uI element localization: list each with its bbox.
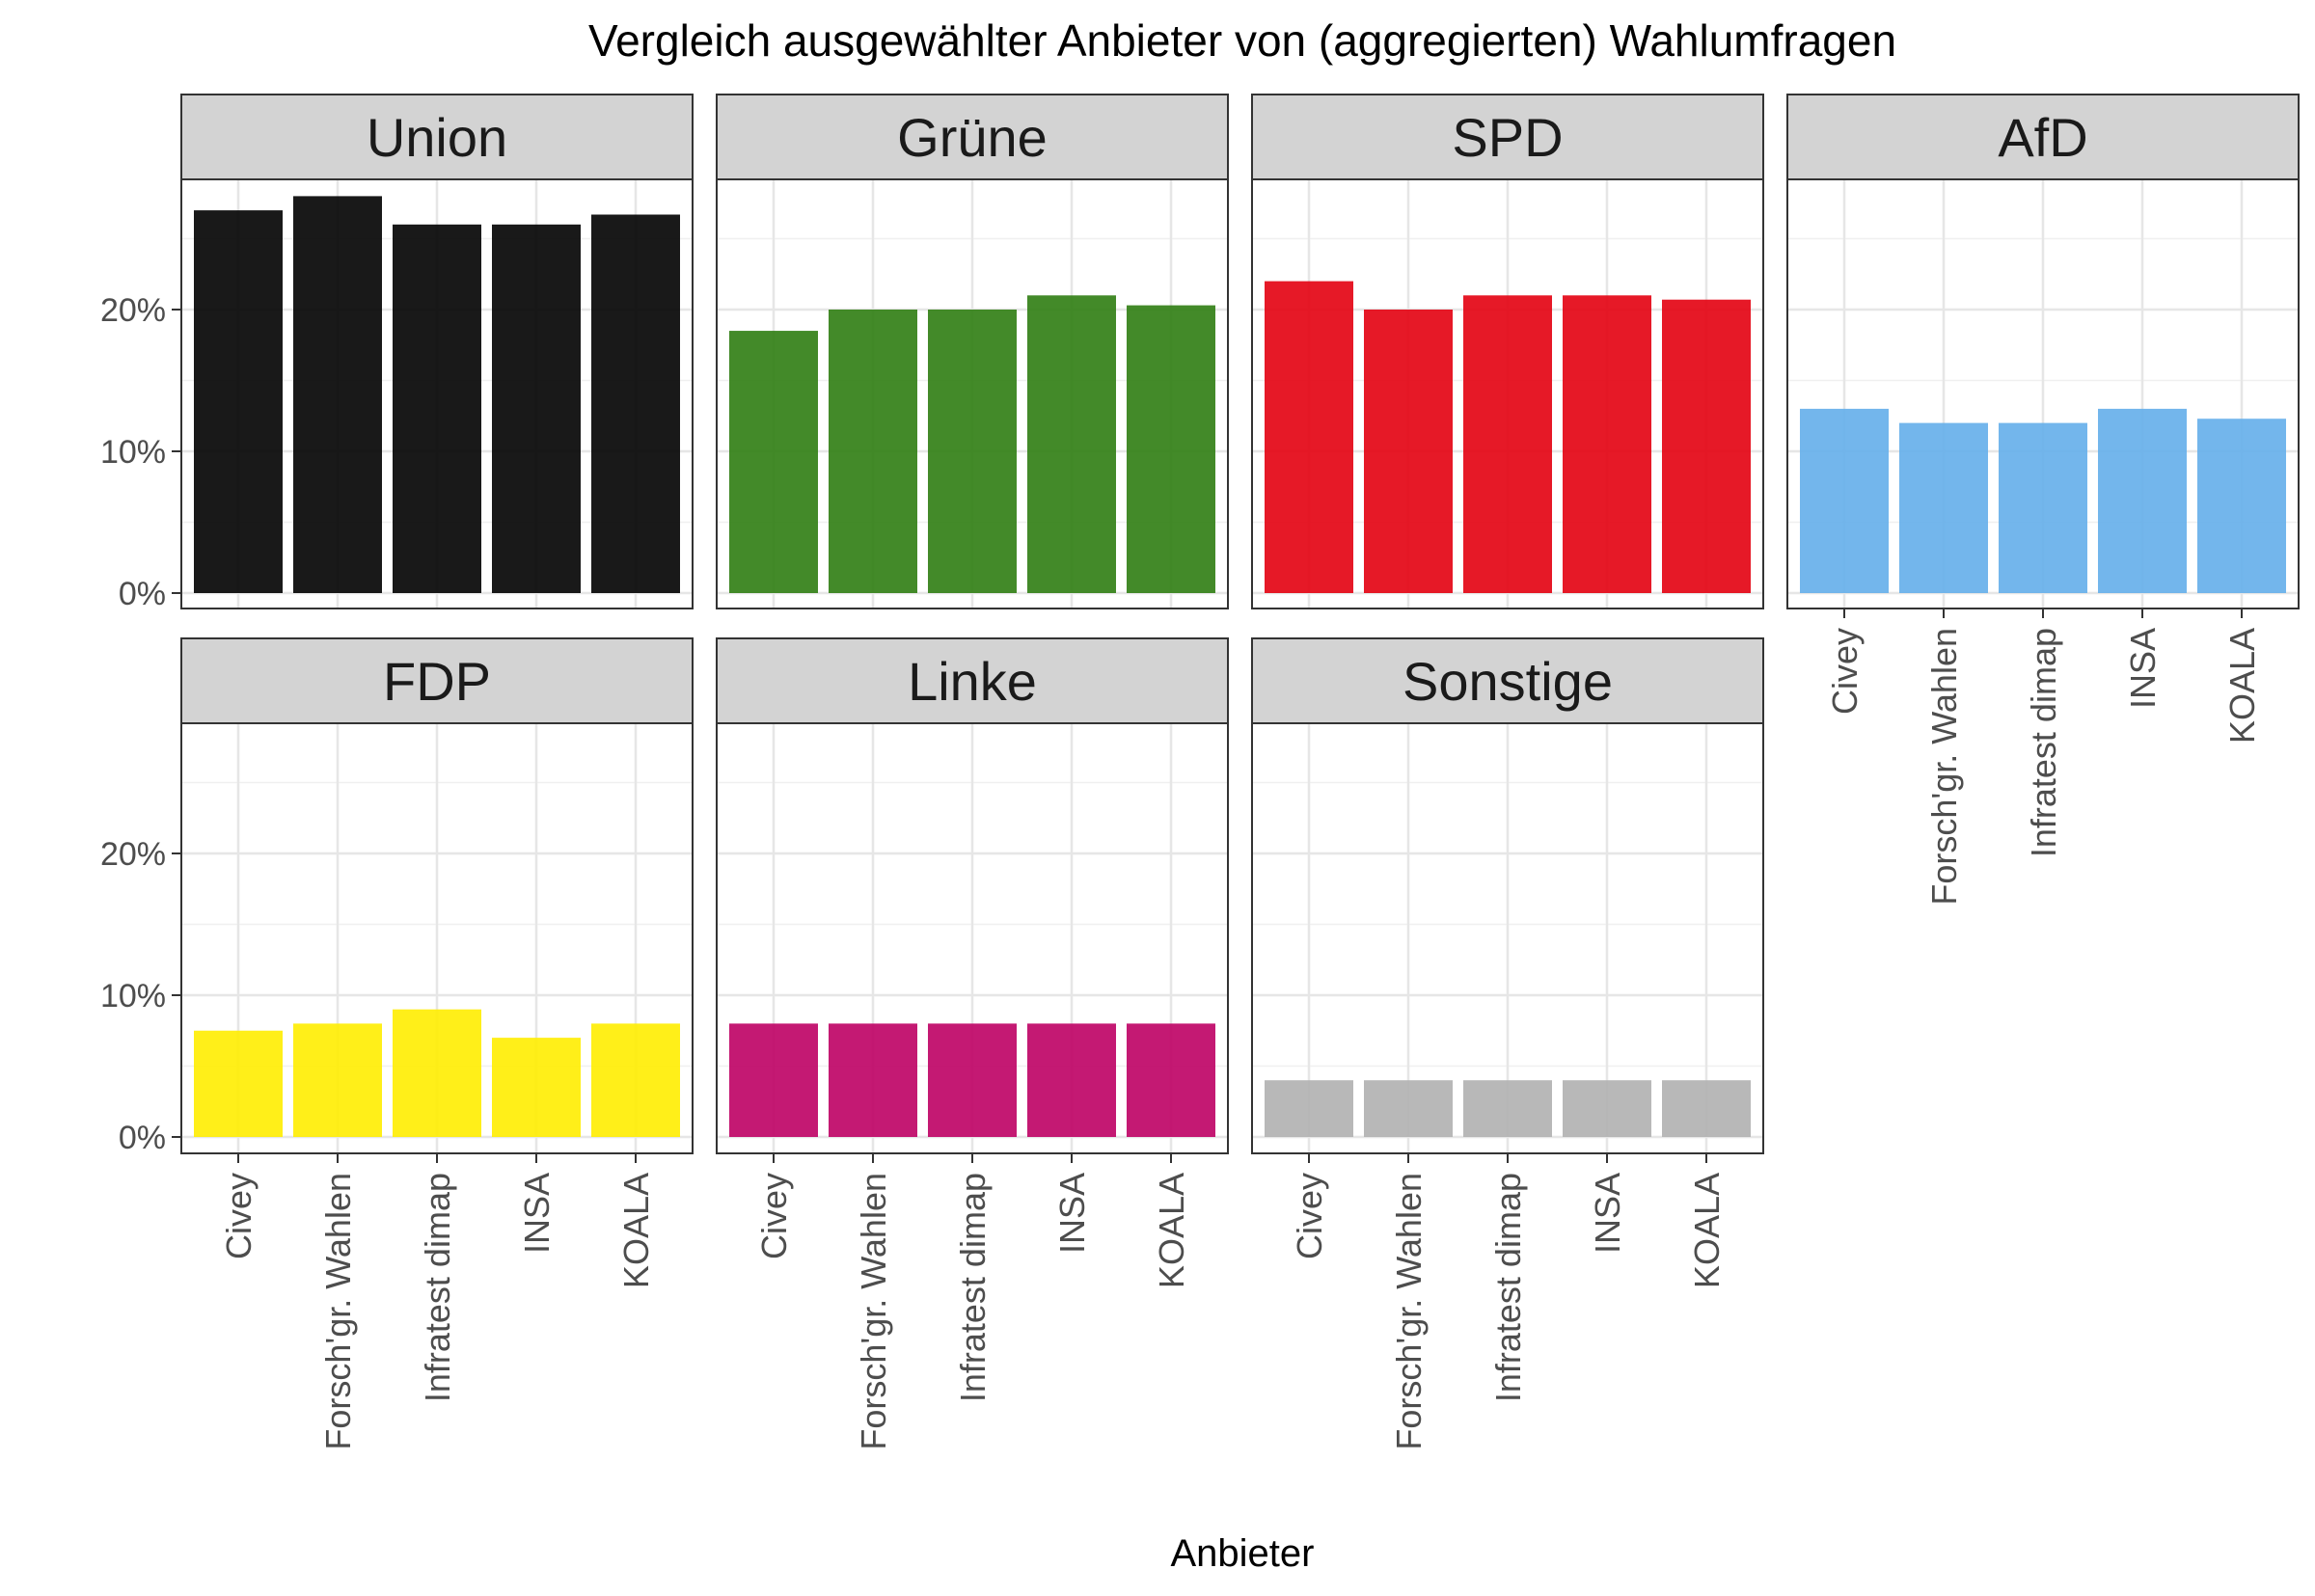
x-tick-label-forsch-gr-wahlen: Forsch'gr. Wahlen bbox=[318, 1173, 358, 1450]
strip-gr-ne bbox=[716, 94, 1229, 180]
bar-spd-civey bbox=[1265, 281, 1353, 593]
x-tick-label-insa: INSA bbox=[1588, 1173, 1627, 1254]
x-tick-label-infratest-dimap: Infratest dimap bbox=[953, 1173, 993, 1402]
strip-union bbox=[180, 94, 694, 180]
y-tick-label: 10% bbox=[100, 978, 166, 1014]
x-tick-label-forsch-gr-wahlen: Forsch'gr. Wahlen bbox=[1389, 1173, 1429, 1450]
strip-label-spd: SPD bbox=[1452, 107, 1563, 168]
y-tick-label: 10% bbox=[100, 434, 166, 471]
facet-fdp: FDP 0% 10% 20% Civey Forsch'gr. Wahlen Infrate… bbox=[100, 637, 694, 1450]
x-tick-label-infratest-dimap: Infratest dimap bbox=[418, 1173, 457, 1402]
bar-union-infratest-dimap bbox=[393, 224, 481, 594]
x-tick-label-forsch-gr-wahlen: Forsch'gr. Wahlen bbox=[1924, 628, 1964, 906]
bar-spd-koala bbox=[1662, 299, 1751, 593]
x-tick-label-koala: KOALA bbox=[2222, 628, 2262, 744]
y-tick-label: 20% bbox=[100, 836, 166, 873]
x-tick-label-insa: INSA bbox=[517, 1173, 557, 1254]
panel-border-gr-ne bbox=[716, 178, 1229, 609]
x-tick-label-infratest-dimap: Infratest dimap bbox=[2024, 628, 2063, 857]
bar-linke-forsch-gr-wahlen bbox=[829, 1023, 917, 1137]
strip-label-fdp: FDP bbox=[383, 651, 491, 712]
panel-border-spd bbox=[1251, 178, 1764, 609]
strip-label-afd: AfD bbox=[1998, 107, 2087, 168]
bar-fdp-civey bbox=[194, 1030, 283, 1137]
facet-afd: AfD Civey Forsch'gr. Wahlen Infratest dimap… bbox=[1786, 94, 2300, 906]
bar-spd-insa bbox=[1563, 295, 1651, 593]
x-tick-label-insa: INSA bbox=[1052, 1173, 1092, 1254]
facet-gr-ne: Grüne bbox=[716, 94, 1229, 609]
x-tick-label-civey: Civey bbox=[754, 1173, 794, 1259]
x-tick-label-koala: KOALA bbox=[1152, 1173, 1191, 1288]
bar-linke-infratest-dimap bbox=[928, 1023, 1017, 1137]
bar-afd-insa bbox=[2098, 408, 2187, 593]
strip-label-gr-ne: Grüne bbox=[897, 107, 1048, 168]
bar-sonstige-civey bbox=[1265, 1080, 1353, 1137]
bar-sonstige-infratest-dimap bbox=[1463, 1080, 1552, 1137]
bar-afd-koala bbox=[2197, 419, 2286, 593]
bar-gr-ne-forsch-gr-wahlen bbox=[829, 310, 917, 593]
bar-linke-koala bbox=[1127, 1023, 1215, 1137]
bar-afd-civey bbox=[1800, 408, 1889, 593]
bar-sonstige-koala bbox=[1662, 1080, 1751, 1137]
facet-linke: Linke Civey Forsch'gr. Wahlen Infratest dim… bbox=[716, 637, 1229, 1450]
y-tick-label: 0% bbox=[119, 1120, 166, 1156]
x-tick-label-forsch-gr-wahlen: Forsch'gr. Wahlen bbox=[854, 1173, 893, 1450]
bar-spd-forsch-gr-wahlen bbox=[1364, 310, 1453, 593]
x-tick-label-civey: Civey bbox=[1825, 628, 1865, 715]
bar-gr-ne-koala bbox=[1127, 305, 1215, 593]
y-tick-label: 0% bbox=[119, 576, 166, 612]
bar-gr-ne-insa bbox=[1027, 295, 1116, 593]
x-tick-label-koala: KOALA bbox=[1687, 1173, 1727, 1288]
bar-sonstige-forsch-gr-wahlen bbox=[1364, 1080, 1453, 1137]
x-tick-label-koala: KOALA bbox=[616, 1173, 656, 1288]
bar-gr-ne-infratest-dimap bbox=[928, 310, 1017, 593]
y-tick-label: 20% bbox=[100, 292, 166, 329]
facet-sonstige: Sonstige Civey Forsch'gr. Wahlen Infratest … bbox=[1251, 637, 1764, 1450]
facet-spd: SPD bbox=[1251, 94, 1764, 609]
bar-union-koala bbox=[591, 214, 680, 593]
bar-union-insa bbox=[492, 224, 581, 594]
bar-union-forsch-gr-wahlen bbox=[293, 196, 382, 593]
bar-fdp-insa bbox=[492, 1038, 581, 1137]
facet-union: Union 0% 10% 20% bbox=[100, 94, 694, 612]
bar-sonstige-insa bbox=[1563, 1080, 1651, 1137]
bar-afd-forsch-gr-wahlen bbox=[1899, 422, 1988, 593]
strip-linke bbox=[716, 637, 1229, 724]
facets-layer: Union 0% 10% 20% Grüne SPD AfD Civey Forsch'gr. … bbox=[100, 94, 2300, 1450]
chart-title: Vergleich ausgewählter Anbieter von (agg… bbox=[588, 15, 1896, 66]
bar-fdp-forsch-gr-wahlen bbox=[293, 1023, 382, 1137]
bar-union-civey bbox=[194, 210, 283, 593]
x-tick-label-civey: Civey bbox=[1290, 1173, 1329, 1259]
x-tick-label-infratest-dimap: Infratest dimap bbox=[1488, 1173, 1528, 1402]
x-tick-label-insa: INSA bbox=[2123, 628, 2163, 709]
strip-label-linke: Linke bbox=[908, 651, 1037, 712]
bar-fdp-infratest-dimap bbox=[393, 1009, 481, 1137]
strip-fdp bbox=[180, 637, 694, 724]
strip-label-sonstige: Sonstige bbox=[1403, 651, 1613, 712]
strip-afd bbox=[1786, 94, 2300, 180]
strip-sonstige bbox=[1251, 637, 1764, 724]
bar-linke-insa bbox=[1027, 1023, 1116, 1137]
bar-afd-infratest-dimap bbox=[1999, 422, 2087, 593]
bar-fdp-koala bbox=[591, 1023, 680, 1137]
x-axis-title: Anbieter bbox=[1171, 1532, 1315, 1575]
x-tick-label-civey: Civey bbox=[219, 1173, 259, 1259]
bar-gr-ne-civey bbox=[729, 331, 818, 593]
bar-linke-civey bbox=[729, 1023, 818, 1137]
strip-spd bbox=[1251, 94, 1764, 180]
bar-spd-infratest-dimap bbox=[1463, 295, 1552, 593]
panel-border-union bbox=[180, 178, 694, 609]
strip-label-union: Union bbox=[367, 107, 507, 168]
